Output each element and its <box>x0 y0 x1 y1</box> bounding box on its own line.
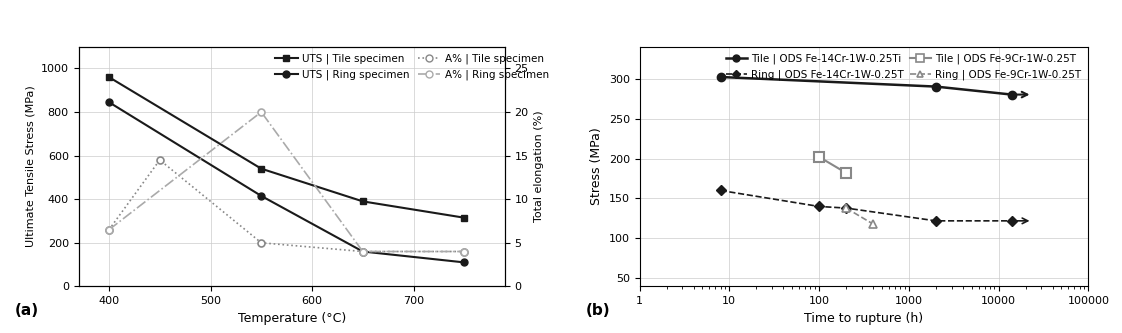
Legend: Tile | ODS Fe-14Cr-1W-0.25Ti, Ring | ODS Fe-14Cr-1W-0.25T, Tile | ODS Fe-9Cr-1W-: Tile | ODS Fe-14Cr-1W-0.25Ti, Ring | ODS… <box>724 52 1083 82</box>
Y-axis label: Stress (MPa): Stress (MPa) <box>590 128 604 205</box>
Text: (a): (a) <box>15 303 39 318</box>
Y-axis label: Total elongation (%): Total elongation (%) <box>534 111 544 222</box>
X-axis label: Temperature (°C): Temperature (°C) <box>238 312 346 325</box>
Legend: UTS | Tile specimen, UTS | Ring specimen, A% | Tile specimen, A% | Ring specimen: UTS | Tile specimen, UTS | Ring specimen… <box>273 52 551 82</box>
Y-axis label: Ultimate Tensile Stress (MPa): Ultimate Tensile Stress (MPa) <box>26 86 35 247</box>
X-axis label: Time to rupture (h): Time to rupture (h) <box>804 312 923 325</box>
Text: (b): (b) <box>586 303 610 318</box>
